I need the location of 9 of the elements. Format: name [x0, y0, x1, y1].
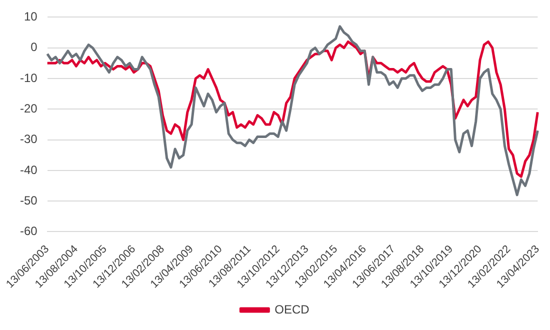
y-tick-label: -10	[20, 70, 38, 85]
y-tick-label: -50	[20, 193, 38, 208]
y-tick-label: -40	[20, 162, 38, 177]
y-tick-label: -60	[20, 224, 38, 238]
legend-label: OECD	[274, 302, 310, 316]
y-tick-label: -30	[20, 132, 38, 146]
y-tick-label: 10	[24, 10, 38, 24]
y-tick-label: 0	[30, 40, 38, 54]
y-tick-label: -20	[20, 101, 38, 116]
